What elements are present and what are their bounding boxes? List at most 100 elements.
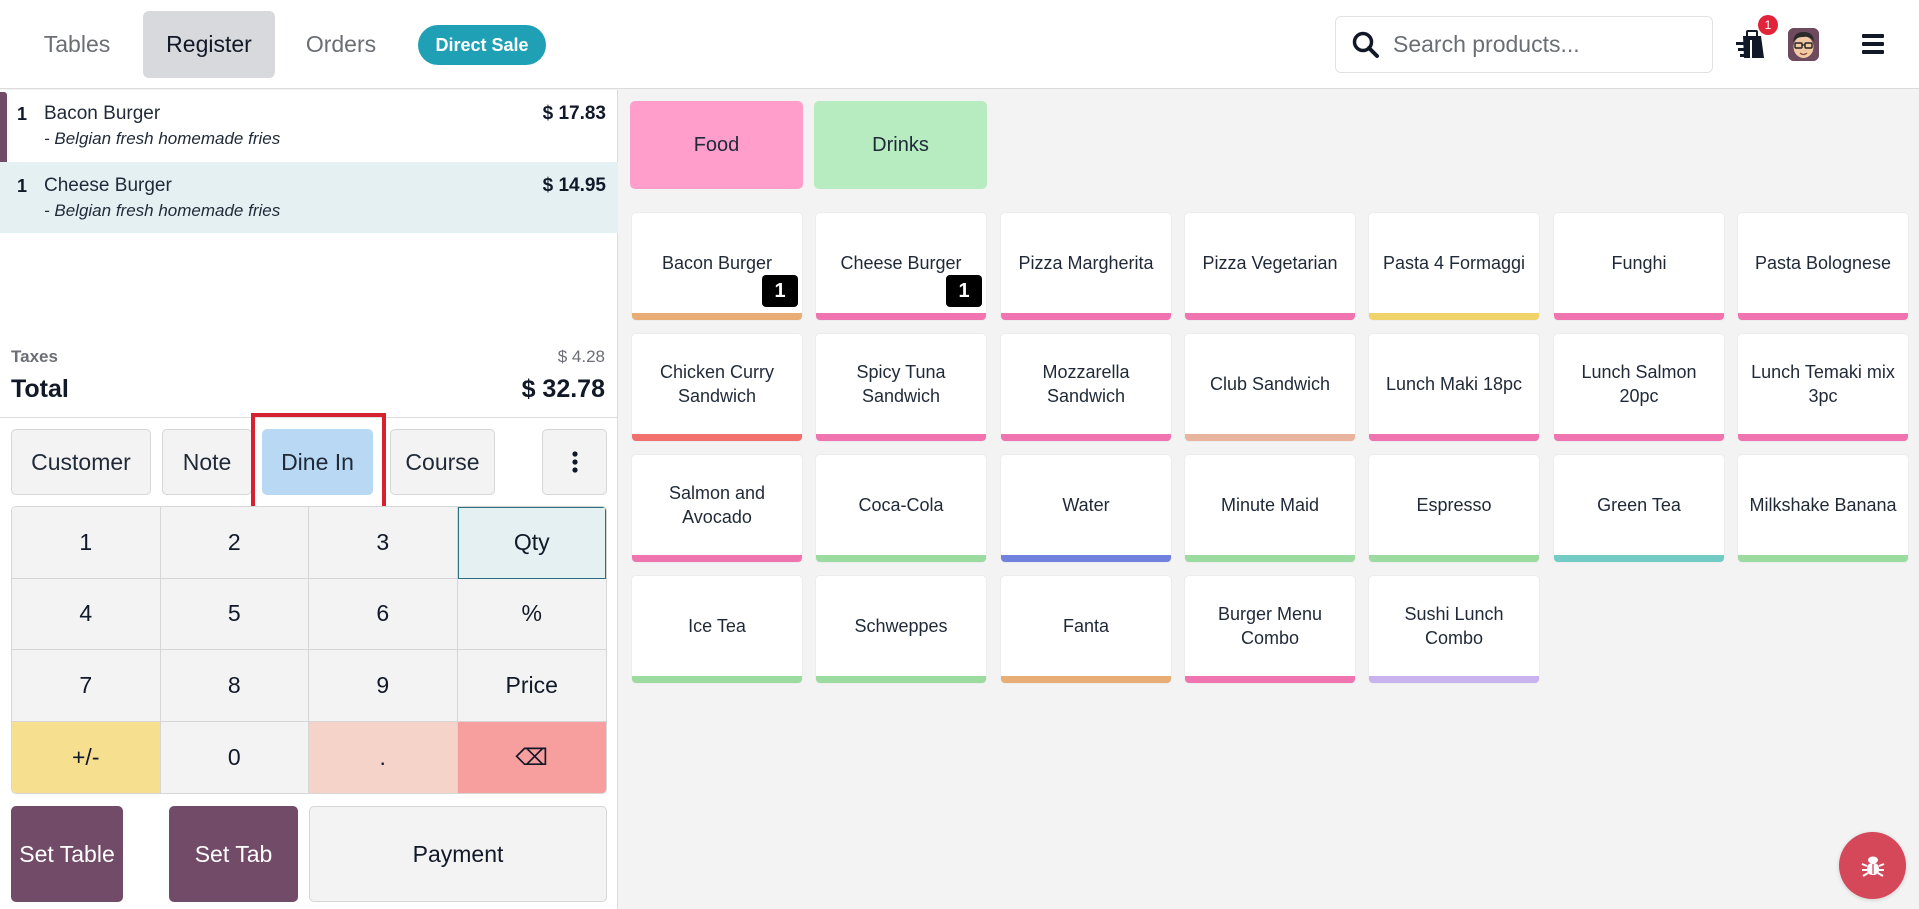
product-card[interactable]: Coca-Cola [815, 454, 987, 563]
product-name: Burger Menu Combo [1217, 603, 1323, 648]
category-color-bar [1001, 313, 1171, 320]
product-name: Water [1062, 494, 1110, 515]
product-card[interactable]: Funghi [1553, 212, 1725, 321]
product-name: Ice Tea [688, 615, 746, 636]
backspace-icon[interactable]: ⌫ [457, 721, 606, 793]
product-card[interactable]: Espresso [1368, 454, 1540, 563]
order-line[interactable]: 1 Bacon Burger - Belgian fresh homemade … [0, 90, 618, 161]
numpad-key-2[interactable]: 2 [160, 507, 309, 579]
customer-button[interactable]: Customer [11, 429, 151, 495]
product-name: Lunch Temaki mix 3pc [1751, 361, 1895, 406]
product-card[interactable]: Water [1000, 454, 1172, 563]
product-card[interactable]: Ice Tea [631, 575, 803, 684]
tab-register[interactable]: Register [143, 11, 275, 78]
taxes-label: Taxes [11, 347, 58, 366]
product-card[interactable]: Sushi Lunch Combo [1368, 575, 1540, 684]
product-card[interactable]: Pizza Vegetarian [1184, 212, 1356, 321]
category-color-bar [1369, 676, 1539, 683]
numpad-key-3[interactable]: 3 [309, 507, 458, 579]
product-card[interactable]: Green Tea [1553, 454, 1725, 563]
product-name: Schweppes [854, 615, 948, 636]
category-color-bar [1738, 313, 1908, 320]
product-card[interactable]: Pasta 4 Formaggi [1368, 212, 1540, 321]
avatar-face-icon [1788, 28, 1819, 61]
numpad-discount-mode[interactable]: % [457, 578, 606, 650]
numpad-price-mode[interactable]: Price [457, 650, 606, 722]
product-name: Green Tea [1597, 494, 1681, 515]
hamburger-menu-icon[interactable] [1862, 34, 1884, 54]
total-label: Total [11, 375, 69, 403]
numpad-plus-minus[interactable]: +/- [12, 721, 161, 793]
numpad-decimal[interactable]: . [309, 721, 458, 793]
search-input[interactable] [1393, 31, 1693, 58]
product-card[interactable]: Fanta [1000, 575, 1172, 684]
notification-badge: 1 [1758, 15, 1778, 35]
product-card[interactable]: Lunch Temaki mix 3pc [1737, 333, 1909, 442]
product-card[interactable]: Club Sandwich [1184, 333, 1356, 442]
numpad-key-1[interactable]: 1 [12, 507, 161, 579]
numpad-key-0[interactable]: 0 [160, 721, 309, 793]
product-name: Coca-Cola [858, 494, 944, 515]
order-panel: 1 Bacon Burger - Belgian fresh homemade … [0, 90, 618, 909]
product-card[interactable]: Salmon and Avocado [631, 454, 803, 563]
set-table-button[interactable]: Set Table [11, 806, 123, 902]
product-card[interactable]: Mozzarella Sandwich [1000, 333, 1172, 442]
taxes-value: $ 4.28 [557, 347, 605, 366]
tab-tables[interactable]: Tables [43, 31, 111, 57]
numpad-key-7[interactable]: 7 [12, 650, 161, 722]
numpad-qty-mode[interactable]: Qty [457, 507, 606, 579]
category-drinks[interactable]: Drinks [814, 101, 987, 189]
product-card[interactable]: Lunch Salmon 20pc [1553, 333, 1725, 442]
direct-sale-button[interactable]: Direct Sale [418, 25, 546, 65]
category-color-bar [632, 434, 802, 441]
product-card[interactable]: Pasta Bolognese [1737, 212, 1909, 321]
total-value: $ 32.78 [521, 375, 605, 403]
dine-in-button[interactable]: Dine In [262, 429, 373, 495]
product-card[interactable]: Lunch Maki 18pc [1368, 333, 1540, 442]
category-color-bar [1369, 434, 1539, 441]
product-name: Pasta 4 Formaggi [1382, 252, 1526, 273]
product-name: Minute Maid [1220, 494, 1320, 515]
top-bar: Tables Register Orders Direct Sale 1 [0, 0, 1919, 89]
note-button[interactable]: Note [162, 429, 252, 495]
category-color-bar [1369, 313, 1539, 320]
product-card[interactable]: Pizza Margherita [1000, 212, 1172, 321]
order-line-price: $ 17.83 [542, 103, 606, 124]
category-color-bar [816, 676, 986, 683]
category-color-bar [1554, 434, 1724, 441]
product-card[interactable]: Chicken Curry Sandwich [631, 333, 803, 442]
product-name: Club Sandwich [1209, 373, 1331, 394]
product-card[interactable]: Schweppes [815, 575, 987, 684]
product-name: Spicy Tuna Sandwich [856, 361, 946, 406]
product-card[interactable]: Spicy Tuna Sandwich [815, 333, 987, 442]
payment-button[interactable]: Payment [309, 806, 607, 902]
numpad-key-5[interactable]: 5 [160, 578, 309, 650]
product-name: Fanta [1062, 615, 1110, 636]
set-tab-button[interactable]: Set Tab [169, 806, 298, 902]
product-card[interactable]: Burger Menu Combo [1184, 575, 1356, 684]
numpad-key-8[interactable]: 8 [160, 650, 309, 722]
category-color-bar [816, 313, 986, 320]
avatar[interactable] [1788, 28, 1819, 61]
order-line-selected[interactable]: 1 Cheese Burger - Belgian fresh homemade… [0, 162, 618, 233]
category-color-bar [816, 434, 986, 441]
order-line-qty: 1 [17, 176, 28, 196]
category-color-bar [1185, 313, 1355, 320]
tab-orders[interactable]: Orders [305, 31, 377, 57]
numpad-key-9[interactable]: 9 [309, 650, 458, 722]
shopping-bag-icon[interactable] [1736, 28, 1766, 60]
category-color-bar [1001, 676, 1171, 683]
product-name: Cheese Burger [840, 252, 962, 273]
order-line-name: Bacon Burger [44, 103, 161, 124]
debug-button[interactable] [1839, 832, 1906, 899]
product-card[interactable]: Minute Maid [1184, 454, 1356, 563]
numpad-key-4[interactable]: 4 [12, 578, 161, 650]
search-box[interactable] [1335, 16, 1713, 73]
category-food[interactable]: Food [630, 101, 803, 189]
more-options-button[interactable] [542, 429, 607, 495]
numpad-key-6[interactable]: 6 [309, 578, 458, 650]
product-card[interactable]: Cheese Burger 1 [815, 212, 987, 321]
product-card[interactable]: Milkshake Banana [1737, 454, 1909, 563]
course-button[interactable]: Course [390, 429, 495, 495]
product-card[interactable]: Bacon Burger 1 [631, 212, 803, 321]
